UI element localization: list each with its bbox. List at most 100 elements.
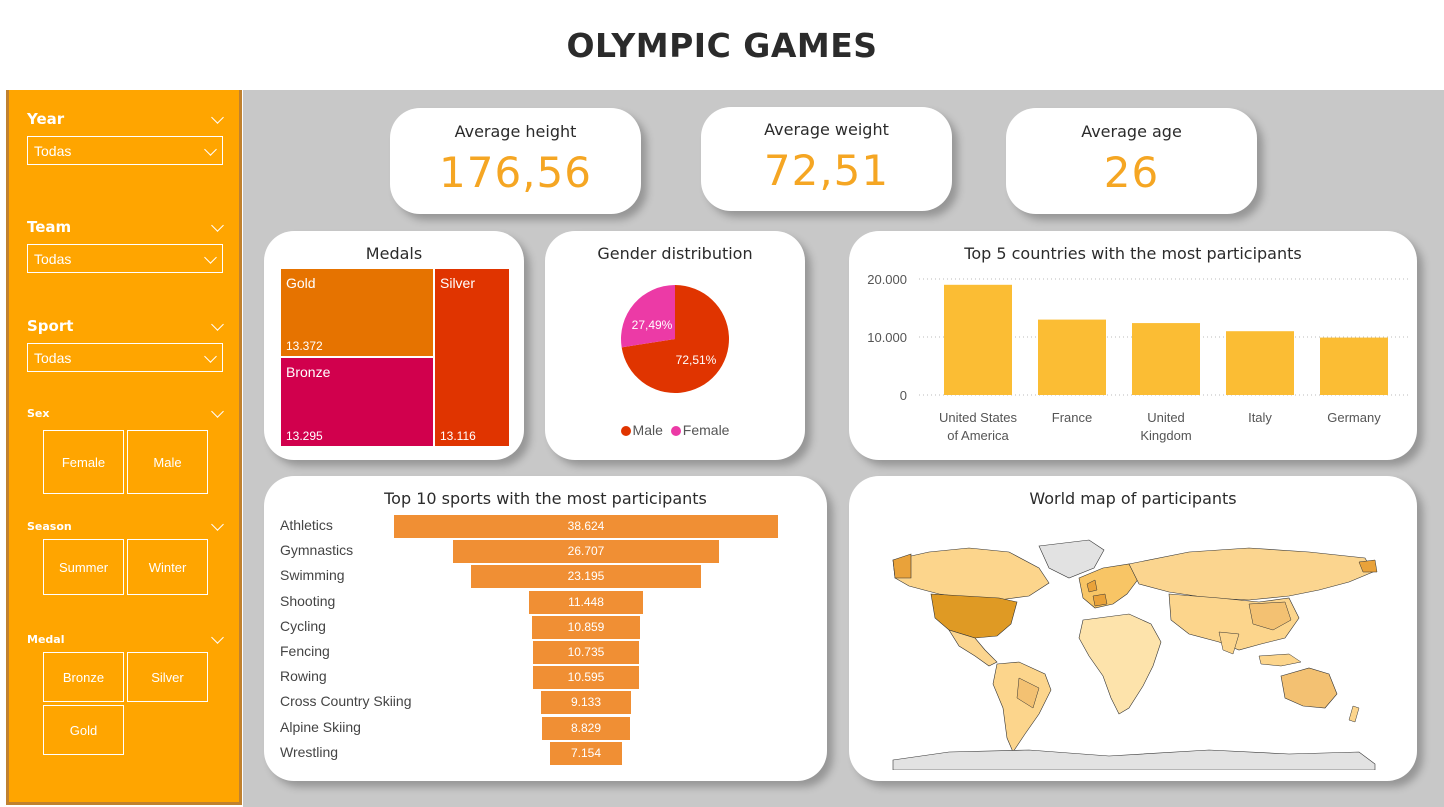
map-alaska[interactable] xyxy=(892,553,912,579)
gender-pie-chart[interactable]: 27,49% 72,51% xyxy=(620,283,730,395)
medal-tile-silver[interactable]: Silver xyxy=(127,652,208,702)
sport-value: Todas xyxy=(34,349,72,366)
x-tick-label: Italy xyxy=(1248,410,1272,425)
map-indonesia[interactable] xyxy=(1258,653,1302,667)
sport-label-rowing: Rowing xyxy=(280,668,327,685)
sport-bar-shooting[interactable]: 11.448 xyxy=(529,590,643,614)
map-france[interactable] xyxy=(1092,593,1108,607)
sport-bar-wrestling[interactable]: 7.154 xyxy=(550,741,622,765)
chevron-down-icon[interactable] xyxy=(211,520,223,532)
sport-bar-swimming[interactable]: 23.195 xyxy=(470,565,702,589)
kpi-weight-label: Average weight xyxy=(764,120,889,139)
treemap-gold[interactable]: Gold 13.372 xyxy=(281,269,433,356)
kpi-age-label: Average age xyxy=(1081,122,1182,141)
map-east-asia[interactable] xyxy=(1358,559,1378,573)
pie-label-female: 27,49% xyxy=(632,318,673,332)
medals-title: Medals xyxy=(365,244,423,263)
bronze-value: 13.295 xyxy=(286,429,323,443)
sex-slicer: Sex Female Male xyxy=(27,402,223,494)
medal-slicer: Medal Bronze Silver Gold xyxy=(27,628,223,755)
filter-sidebar: Year Todas Team Todas Sport xyxy=(6,90,242,805)
male-legend-dot xyxy=(620,426,631,437)
sport-label-fencing: Fencing xyxy=(280,643,330,659)
sport-bar-cycling[interactable]: 10.859 xyxy=(532,615,640,639)
sex-tile-male[interactable]: Male xyxy=(127,430,208,494)
x-tick-label: France xyxy=(1052,410,1092,425)
chevron-down-icon[interactable] xyxy=(211,113,223,125)
map-usa[interactable] xyxy=(930,593,1018,639)
gold-value: 13.372 xyxy=(286,339,323,353)
medals-card[interactable]: Medals Gold 13.372 Bronze 13.295 Silver … xyxy=(264,231,524,460)
sport-label-cycling: Cycling xyxy=(280,617,326,634)
top5-title: Top 5 countries with the most participan… xyxy=(964,244,1302,263)
bar-united-states-of-america xyxy=(944,284,1012,395)
kpi-height-label: Average height xyxy=(454,122,577,141)
top5-countries-card[interactable]: Top 5 countries with the most participan… xyxy=(849,231,1417,460)
team-value: Todas xyxy=(34,250,72,267)
top10-sports-card[interactable]: Top 10 sports with the most participants… xyxy=(264,476,827,781)
gender-card[interactable]: Gender distribution 27,49% 72,51% Male Fe… xyxy=(545,231,805,460)
silver-name: Silver xyxy=(440,275,476,291)
chevron-down-icon[interactable] xyxy=(211,320,223,332)
chevron-down-icon xyxy=(204,352,216,364)
sport-bar-athletics[interactable]: 38.624 xyxy=(394,515,778,538)
season-tile-winter[interactable]: Winter xyxy=(127,539,208,595)
world-map-card[interactable]: World map of participants xyxy=(849,476,1417,781)
medal-tile-bronze[interactable]: Bronze xyxy=(43,652,124,702)
season-label: Season xyxy=(27,519,72,533)
gender-title: Gender distribution xyxy=(597,244,753,263)
chevron-down-icon[interactable] xyxy=(211,407,223,419)
map-china[interactable] xyxy=(1248,601,1292,631)
map-south-america[interactable] xyxy=(992,661,1052,753)
team-dropdown[interactable]: Todas xyxy=(27,244,223,273)
sport-label: Sport xyxy=(27,317,74,335)
map-russia[interactable] xyxy=(1128,547,1374,601)
year-label: Year xyxy=(27,110,65,128)
chevron-down-icon[interactable] xyxy=(211,221,223,233)
sport-label-wrestling: Wrestling xyxy=(280,743,339,760)
sex-tile-female[interactable]: Female xyxy=(43,430,124,494)
treemap-bronze[interactable]: Bronze 13.295 xyxy=(281,358,433,446)
x-tick-label: Germany xyxy=(1327,410,1381,425)
world-map[interactable] xyxy=(889,538,1379,770)
sport-bar-fencing[interactable]: 10.735 xyxy=(532,641,640,664)
year-dropdown[interactable]: Todas xyxy=(27,136,223,165)
sport-label-gymnastics: Gymnastics xyxy=(280,542,354,559)
y-tick-label: 0 xyxy=(900,388,907,403)
kpi-height-value: 176,56 xyxy=(439,148,592,197)
kpi-weight-value: 72,51 xyxy=(763,146,890,195)
chevron-down-icon xyxy=(204,253,216,265)
chevron-down-icon xyxy=(204,145,216,157)
map-uk[interactable] xyxy=(1086,579,1098,593)
map-australia[interactable] xyxy=(1280,667,1338,709)
map-title: World map of participants xyxy=(1029,489,1237,508)
map-antarctica[interactable] xyxy=(892,749,1376,770)
medal-tile-gold[interactable]: Gold xyxy=(43,705,124,755)
bar-italy xyxy=(1226,331,1294,395)
kpi-card-height[interactable]: Average height 176,56 xyxy=(390,108,641,214)
season-tile-summer[interactable]: Summer xyxy=(43,539,124,595)
sport-dropdown[interactable]: Todas xyxy=(27,343,223,372)
sport-bar-alpine-skiing[interactable]: 8.829 xyxy=(542,716,630,740)
map-new-zealand[interactable] xyxy=(1348,705,1360,723)
map-canada[interactable] xyxy=(892,547,1050,601)
kpi-card-age[interactable]: Average age 26 xyxy=(1006,108,1257,214)
y-tick-label: 10.000 xyxy=(867,330,907,345)
kpi-card-weight[interactable]: Average weight 72,51 xyxy=(701,107,952,211)
silver-value: 13.116 xyxy=(440,429,476,443)
chevron-down-icon[interactable] xyxy=(211,633,223,645)
map-mexico[interactable] xyxy=(948,629,998,667)
sport-bar-cross-country-skiing[interactable]: 9.133 xyxy=(540,691,632,715)
top5-bar-chart[interactable]: 0 10.000 20.000 United States of America Fran… xyxy=(849,231,1417,460)
sport-label-athletics: Athletics xyxy=(280,517,333,533)
treemap-silver[interactable]: Silver 13.116 xyxy=(435,269,509,446)
sport-bar-gymnastics[interactable]: 26.707 xyxy=(453,540,719,564)
female-legend-dot xyxy=(670,426,681,437)
map-africa[interactable] xyxy=(1078,613,1162,715)
map-brazil[interactable] xyxy=(1016,677,1040,709)
map-greenland[interactable] xyxy=(1038,539,1105,579)
map-india[interactable] xyxy=(1218,631,1240,655)
bar-france xyxy=(1038,319,1106,395)
sport-bar-rowing[interactable]: 10.595 xyxy=(533,666,639,690)
sport-label-cross-country-skiing: Cross Country Skiing xyxy=(280,693,412,710)
